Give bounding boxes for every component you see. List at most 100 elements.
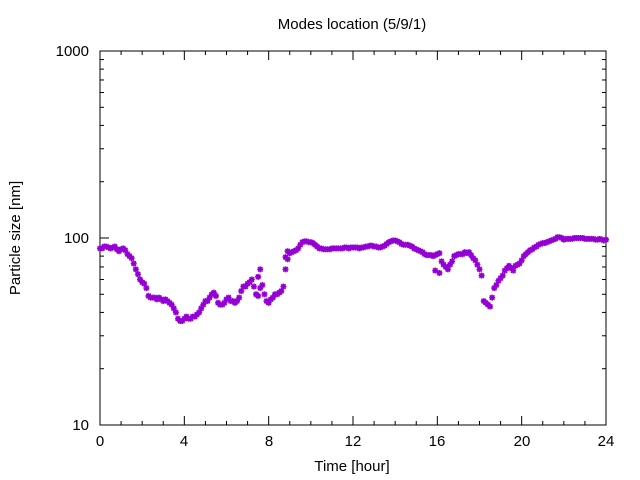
- data-point: [596, 235, 603, 242]
- data-point: [105, 244, 112, 251]
- x-tick-label-20: 20: [514, 433, 531, 450]
- data-point: [548, 237, 555, 244]
- data-point: [387, 238, 394, 245]
- data-point: [499, 272, 506, 279]
- data-point: [354, 244, 361, 251]
- data-point: [541, 240, 548, 247]
- data-point: [465, 249, 472, 256]
- data-point: [489, 294, 496, 301]
- data-point: [236, 294, 243, 301]
- data-point: [527, 247, 534, 254]
- data-point: [242, 283, 249, 290]
- data-point: [200, 301, 207, 308]
- data-point: [377, 244, 384, 251]
- data-point: [170, 305, 177, 312]
- data-point: [590, 235, 597, 242]
- data-point: [103, 243, 110, 250]
- y-tick-label-100: 100: [64, 230, 89, 247]
- data-point: [474, 261, 481, 268]
- data-point: [132, 266, 139, 273]
- minor-tick-marks: [100, 51, 606, 425]
- data-point: [385, 239, 392, 246]
- data-point: [449, 258, 456, 265]
- data-point: [476, 266, 483, 273]
- data-point: [446, 261, 453, 268]
- data-point: [404, 241, 411, 248]
- y-axis-label: Particle size [nm]: [7, 181, 24, 295]
- data-point: [560, 236, 567, 243]
- x-tick-label-12: 12: [345, 433, 362, 450]
- x-tick-label-8: 8: [265, 433, 273, 450]
- data-point: [600, 237, 607, 244]
- data-point: [297, 241, 304, 248]
- data-point: [284, 248, 291, 255]
- data-point: [137, 276, 144, 283]
- data-point: [212, 292, 219, 299]
- data-point: [556, 234, 563, 241]
- data-point: [379, 243, 386, 250]
- data-point: [257, 285, 264, 292]
- data-point: [468, 252, 475, 259]
- data-point: [594, 236, 601, 243]
- data-point: [198, 305, 205, 312]
- data-point: [282, 254, 289, 261]
- data-point: [550, 236, 557, 243]
- data-point: [107, 245, 114, 252]
- data-point: [364, 243, 371, 250]
- x-tick-label-24: 24: [598, 433, 615, 450]
- data-point: [343, 244, 350, 251]
- data-point: [569, 235, 576, 242]
- data-point: [463, 250, 470, 257]
- data-point: [259, 282, 266, 289]
- data-point: [265, 299, 272, 306]
- data-point: [299, 239, 306, 246]
- data-point: [406, 242, 413, 249]
- data-point: [238, 288, 245, 295]
- data-point: [472, 257, 479, 264]
- data-point: [546, 238, 553, 245]
- data-point: [221, 299, 228, 306]
- data-point: [257, 266, 264, 273]
- data-point: [248, 276, 255, 283]
- data-point: [118, 246, 125, 253]
- data-point: [373, 243, 380, 250]
- data-point: [360, 244, 367, 251]
- data-point: [130, 260, 137, 267]
- data-point: [478, 272, 485, 279]
- y-tick-label-10: 10: [72, 417, 89, 434]
- data-point: [487, 303, 494, 310]
- y-tick-label-1000: 1000: [56, 43, 89, 60]
- data-point: [143, 285, 150, 292]
- data-point: [326, 246, 333, 253]
- data-point: [518, 257, 525, 264]
- data-point: [122, 247, 129, 254]
- data-point: [246, 279, 253, 286]
- data-point: [109, 244, 116, 251]
- data-point: [269, 294, 276, 301]
- data-point: [415, 247, 422, 254]
- data-point: [598, 236, 605, 243]
- data-point: [282, 266, 289, 273]
- data-point: [497, 275, 504, 282]
- data-point: [318, 245, 325, 252]
- data-point: [225, 294, 232, 301]
- data-point: [436, 250, 443, 257]
- data-point: [493, 282, 500, 289]
- data-point: [278, 288, 285, 295]
- data-point: [392, 237, 399, 244]
- data-point: [234, 298, 241, 305]
- data-point: [398, 240, 405, 247]
- data-point: [394, 238, 401, 245]
- data-point: [579, 235, 586, 241]
- data-point: [413, 246, 420, 253]
- data-point: [516, 260, 523, 267]
- data-point: [531, 244, 538, 251]
- y-tick-labels: 10 100 1000: [56, 43, 89, 434]
- data-point: [168, 301, 175, 308]
- data-point: [491, 285, 498, 292]
- data-point: [345, 245, 352, 252]
- data-point: [417, 248, 424, 255]
- x-tick-labels: 0 4 8 12 16 20 24: [96, 433, 615, 450]
- data-point: [537, 240, 544, 247]
